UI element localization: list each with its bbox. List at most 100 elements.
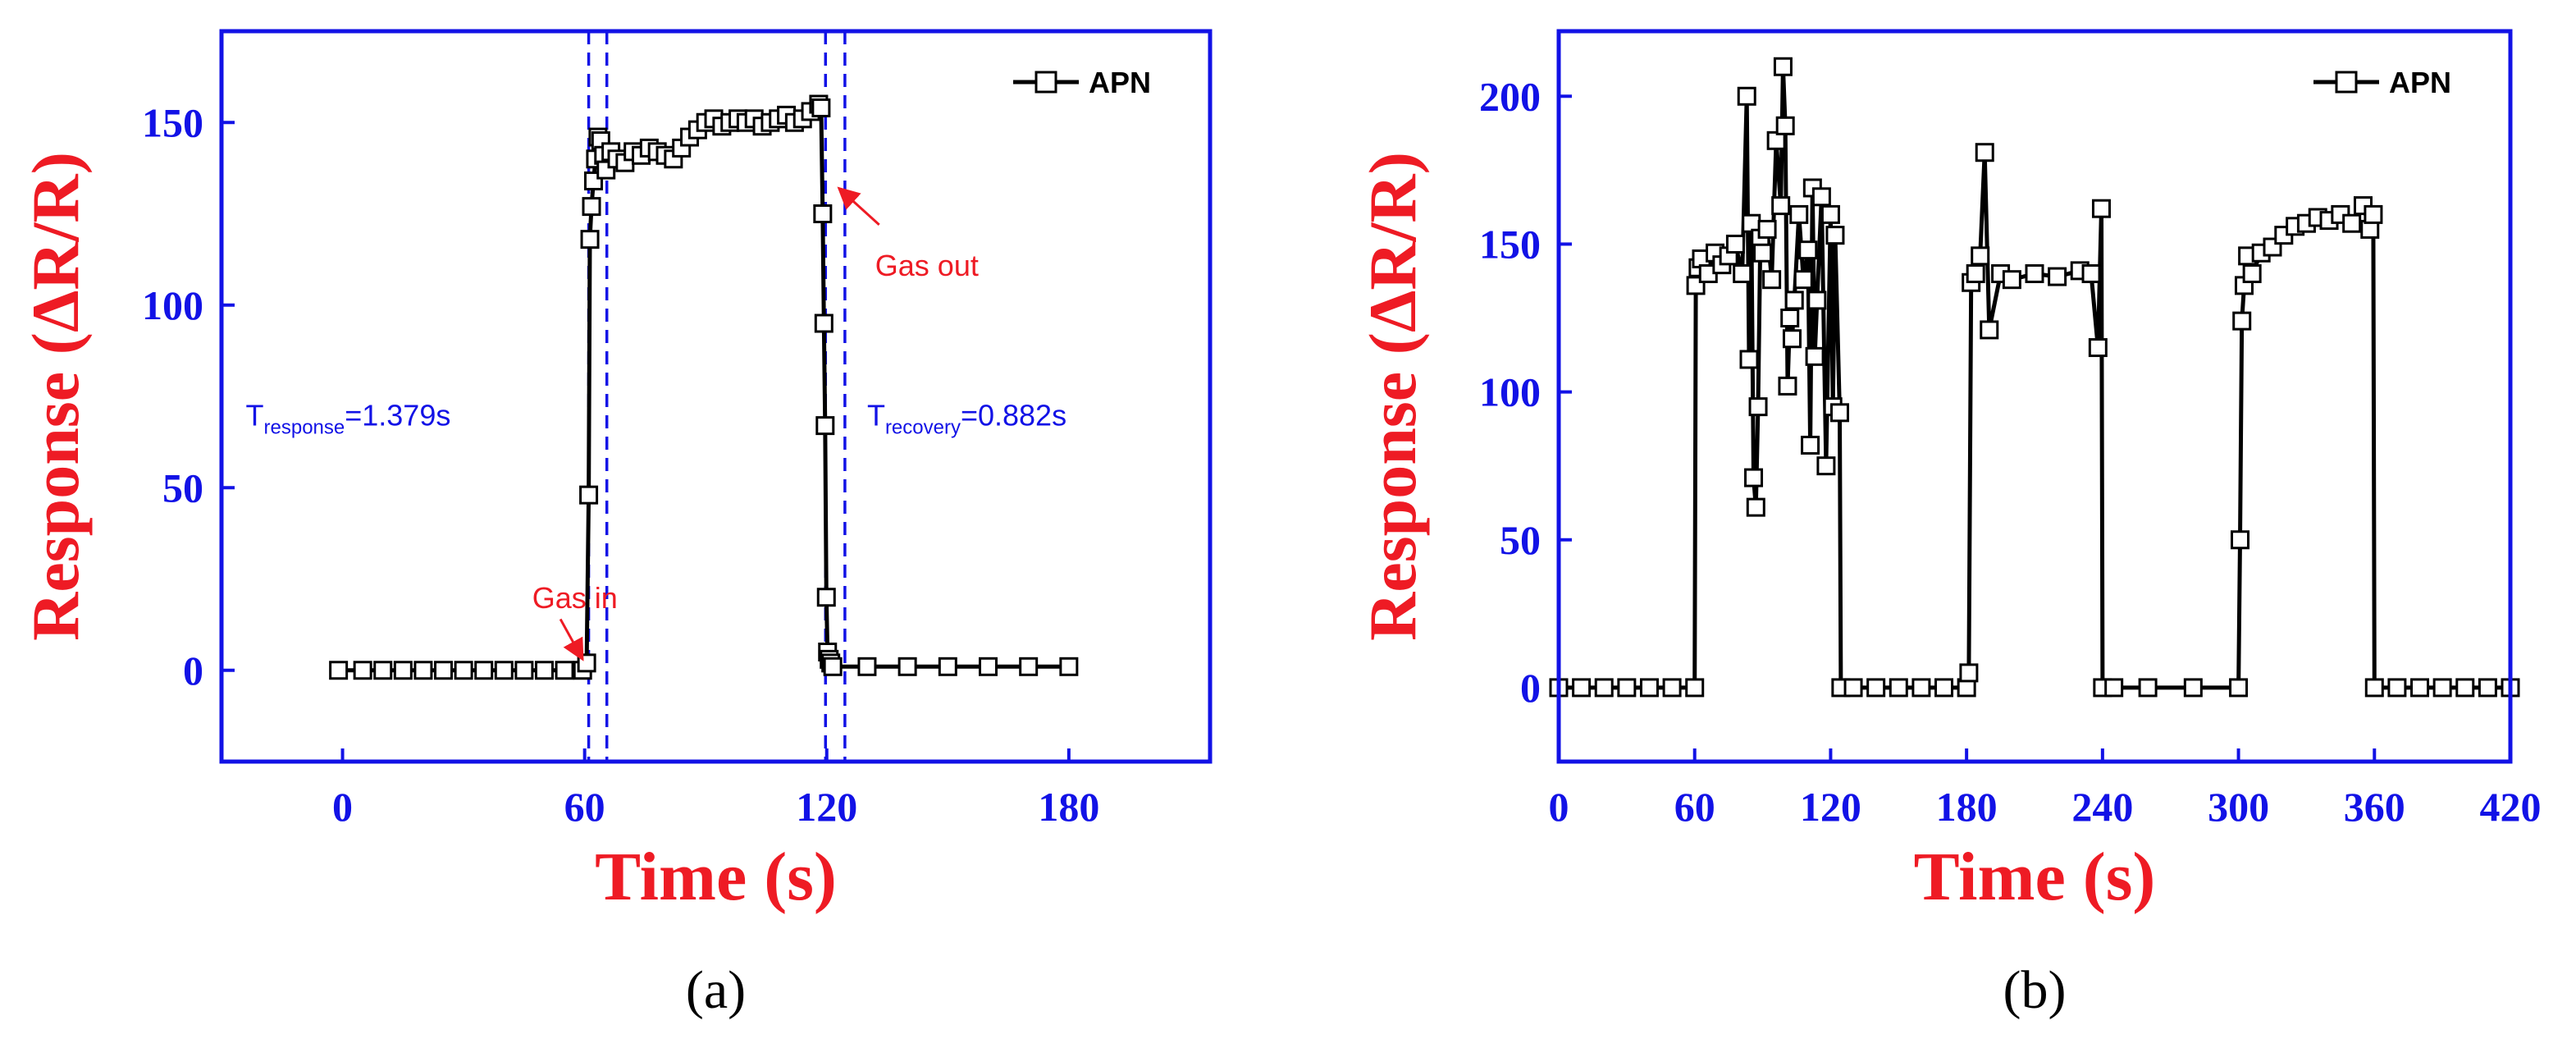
a-data-point [579,485,599,505]
b-data-point [1805,346,1825,366]
b-data-point [1771,196,1791,216]
b-y-tick-label: 200 [1479,73,1541,119]
a-data-point [815,416,835,436]
a-y-axis-title: Response (ΔR/R) [18,152,93,641]
a-data-point [454,661,473,680]
panel-a: 0 60 120 180 0 50 100 150 Response (ΔR/R) Time … [18,29,1213,1020]
b-data-point [2364,204,2383,224]
b-data-point [1746,497,1765,517]
b-data-point [2231,530,2250,550]
b-data-point [2242,263,2262,283]
gas-in-annotation: Gas in [532,581,618,615]
b-data-point [1617,678,1637,698]
b-series-apn [1549,57,2520,698]
b-data-point [1801,435,1820,455]
a-data-point [897,657,917,676]
b-data-point [1748,397,1768,417]
b-data-point [1594,678,1614,698]
a-series-apn [329,94,1079,680]
b-legend-label: APN [2389,66,2451,99]
recovery-time-subscript: recovery [885,417,961,439]
b-y-tick-label: 50 [1500,517,1541,563]
gas-in-arrow [559,618,584,661]
b-x-tick-label: 120 [1800,784,1861,830]
b-data-point [1980,320,1999,340]
a-data-point [353,661,372,680]
b-data-point [1737,86,1756,106]
b-data-point [2410,678,2430,698]
a-legend-label: APN [1089,66,1151,99]
a-x-tick-label: 120 [796,784,857,830]
a-data-point [393,661,413,680]
b-data-point [1934,678,1954,698]
b-y-tick-label: 0 [1520,665,1541,711]
a-data-point [1059,657,1079,676]
a-legend-marker [1035,71,1057,94]
a-data-point [373,661,393,680]
b-data-point [1733,263,1752,283]
a-x-tick-label: 180 [1038,784,1099,830]
b-data-point [2342,213,2362,233]
recovery-time-value: =0.882s [961,399,1066,432]
a-axis-ticks [222,121,1071,762]
b-data-point [1757,219,1777,239]
b-data-point [1843,678,1863,698]
b-data-point [2364,678,2384,698]
b-data-point [1775,116,1795,135]
b-data-point [1780,309,1800,328]
b-y-tick-label: 150 [1479,221,1541,267]
b-axis-ticks [1557,94,2512,762]
a-data-point [814,313,834,333]
a-y-tick-label: 100 [142,282,203,328]
b-data-point [1816,456,1836,476]
b-data-point [2232,311,2252,331]
b-data-point [1811,187,1831,207]
panel-b: 0 60 120 180 240 300 360 420 0 50 100 150 200 Respon… [1355,29,2542,1020]
b-data-point [1793,270,1813,290]
panel-label-b: (b) [2003,960,2067,1020]
b-data-point [2478,678,2497,698]
b-x-tick-label: 360 [2344,784,2405,830]
b-data-point [1739,350,1759,369]
b-data-point [1662,678,1682,698]
a-series-line [338,102,1069,673]
b-data-point [2229,678,2249,698]
b-data-point [1966,263,1985,283]
b-data-point [1829,403,1849,423]
b-data-point [1744,468,1764,487]
b-data-point [2002,270,2021,290]
gas-out-annotation: Gas out [875,249,979,282]
response-time-value: =1.379s [345,399,450,432]
recovery-time-symbol: T [867,399,885,432]
b-plot-frame [1556,29,2513,764]
a-data-point [413,661,433,680]
a-data-point [514,661,534,680]
b-data-point [2104,678,2124,698]
a-y-tick-label: 150 [142,99,203,145]
b-data-point [2048,267,2067,286]
a-data-point [823,657,843,676]
a-data-point [1019,657,1039,676]
b-data-point [1639,678,1659,698]
b-data-point [1798,240,1818,260]
a-data-point [816,588,836,607]
a-data-point [582,197,601,217]
response-time-markers [587,31,847,762]
a-data-point [811,98,831,117]
a-data-point [857,657,877,676]
b-data-point [1753,243,1773,263]
a-x-tick-label: 0 [332,784,353,830]
b-x-tick-label: 240 [2071,784,2133,830]
a-data-point [494,661,514,680]
response-time-symbol: T [246,399,264,432]
b-data-point [2183,678,2203,698]
a-data-point [474,661,494,680]
gas-out-arrow [837,186,880,226]
recovery-time-annotation: Trecovery=0.882s [867,399,1066,439]
b-data-point [1762,270,1782,290]
b-data-point [2091,199,2111,218]
b-data-point [1866,678,1886,698]
b-data-point [2432,678,2452,698]
a-data-point [580,230,600,249]
